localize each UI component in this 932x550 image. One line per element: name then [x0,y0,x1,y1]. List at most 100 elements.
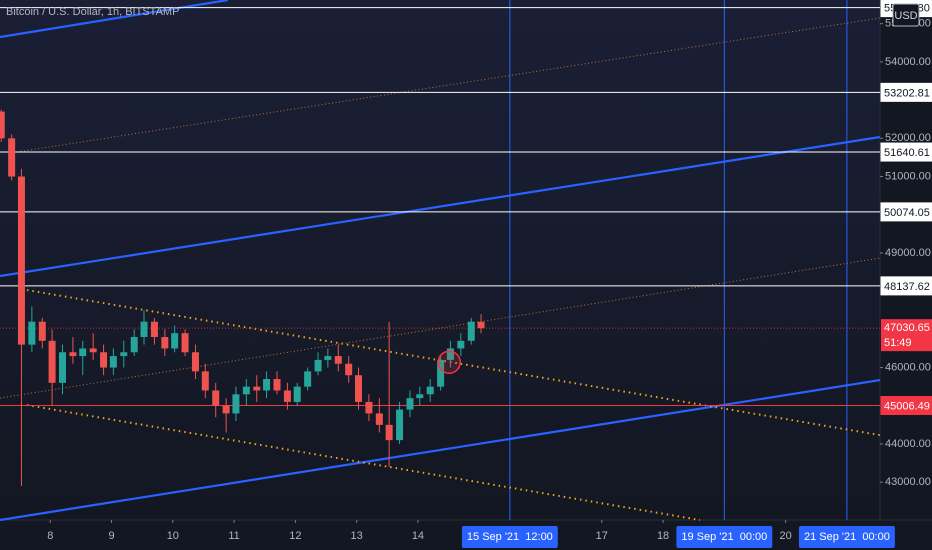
y-tick-label: 54000.00 [885,56,931,68]
candle-body [324,356,332,360]
time-marker-label: 21 Sep '21 00:00 [804,531,890,543]
candle-body [273,379,281,391]
time-marker-label: 15 Sep '21 12:00 [467,531,553,543]
candle-body [345,363,353,376]
candle-body [365,401,373,414]
candle-body [120,352,128,357]
plot-background [0,0,880,520]
candle-body [314,359,322,372]
x-tick-label: 10 [167,530,179,542]
currency-label: USD [894,10,917,22]
price-line-box [880,142,932,162]
last-price-box [881,319,932,352]
price-line-box [880,276,932,296]
y-tick-label: 44000.00 [885,438,931,450]
x-tick-label: 18 [657,530,669,542]
trend-line [0,257,881,399]
price-line-box [880,396,932,416]
time-marker-label: 19 Sep '21 00:00 [681,531,767,543]
candle-body [28,321,36,345]
lines [0,0,881,522]
candle-body [171,333,179,349]
candle-body [161,336,169,349]
time-marker-box [676,526,773,548]
trend-line [0,378,881,522]
labels: 43000.00 44000.00 46000.00 49000.00 51000.00… [47,0,932,548]
x-tick-label: 17 [596,530,608,542]
candle-body [89,348,97,353]
candle-body [385,424,393,441]
y-tick-label: 51000.00 [885,170,931,182]
y-tick-label: 43000.00 [885,476,931,488]
currency-box [892,3,920,27]
candle-body [477,321,485,329]
price-line-label: 50074.05 [884,207,930,219]
trend-line [26,404,701,521]
candle-body [100,352,108,368]
y-tick-label: 46000.00 [885,361,931,373]
trend-line [0,135,881,278]
candle-body [375,413,383,425]
price-line-box [880,202,932,222]
candle-body [334,356,342,364]
candle-body [263,379,271,391]
x-tick-label: 12 [289,530,301,542]
price-line-label: 51640.61 [884,147,930,159]
candle-body [109,356,117,368]
price-axis [880,0,932,550]
candle-body [426,386,434,395]
candle-body [130,336,138,353]
price-line-label: 45006.49 [884,400,930,412]
candle-body [283,390,291,402]
candle-body [406,398,414,410]
candle-body [191,352,199,372]
candle-body [242,386,250,395]
candle-body [201,371,209,391]
x-tick-label: 20 [780,530,792,542]
candle-body [232,394,240,414]
circle-annotation [437,350,461,374]
candle-body [17,176,25,345]
candle-body [416,394,424,399]
y-tick-label: 49000.00 [885,247,931,259]
time-marker-box [798,526,895,548]
x-tick-label: 9 [108,530,114,542]
price-line-label: 48137.62 [884,281,930,293]
candle-body [467,321,475,341]
candle-body [48,340,56,383]
x-tick-label: 14 [412,530,424,542]
candle-body [212,390,220,406]
price-line-box [880,82,932,102]
candle-body [396,409,404,441]
candle-body [222,405,230,414]
trend-line [0,0,229,39]
candle-body [437,359,445,387]
y-tick-label: 52000.00 [885,132,931,144]
candle-body [354,375,362,402]
chart-title: Bitcoin / U.S. Dollar, 1h, BITSTAMP [6,6,179,18]
candle-body [253,386,261,391]
trend-line [26,289,881,437]
candle-body [8,138,16,177]
candle-body [140,321,148,337]
candle-body [457,340,465,349]
time-marker-box [461,526,558,548]
candle-body [181,333,189,353]
x-tick-label: 13 [351,530,363,542]
candle-body [69,352,77,357]
x-tick-label: 8 [47,530,53,542]
candles [0,109,485,486]
candle-body [150,321,158,337]
candle-body [79,348,87,357]
last-price-label: 47030.65 [884,322,930,334]
candle-body [304,371,312,387]
candle-body [293,386,301,402]
x-tick-label: 11 [228,530,239,542]
countdown-label: 51:49 [884,337,912,349]
candle-body [446,348,454,360]
candle-body [0,111,5,139]
price-line-label: 53202.81 [884,87,930,99]
candle-body [59,352,67,383]
